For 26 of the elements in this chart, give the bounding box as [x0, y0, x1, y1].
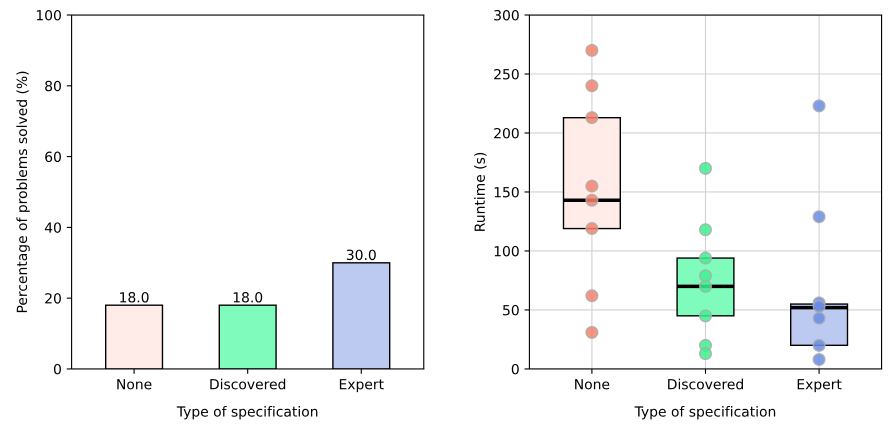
- data-label: 18.0: [234, 292, 262, 303]
- x-axis-title: Type of specification: [176, 406, 318, 420]
- y-tick-label: 300: [494, 10, 519, 20]
- y-tick-label: 0: [54, 364, 61, 374]
- x-tick-label: Expert: [798, 379, 842, 392]
- x-tick-label: None: [575, 379, 610, 390]
- y-tick-label: 60: [45, 152, 61, 162]
- x-tick-label: None: [117, 379, 152, 390]
- x-axis-title: Type of specification: [634, 406, 776, 420]
- x-tick-label: Discovered: [210, 378, 286, 390]
- y-tick-label: 100: [36, 10, 61, 20]
- y-tick-label: 100: [494, 246, 519, 256]
- y-tick-label: 50: [503, 304, 519, 316]
- y-tick-label: 200: [494, 128, 519, 138]
- y-axis-title: Runtime (s): [474, 152, 487, 231]
- y-tick-label: 0: [512, 364, 519, 374]
- data-label: 30.0: [346, 250, 376, 260]
- x-tick-label: Expert: [340, 379, 384, 392]
- x-tick-label: Discovered: [668, 378, 743, 390]
- y-tick-label: 150: [494, 186, 519, 198]
- y-tick-label: 250: [494, 68, 519, 80]
- data-label: 18.0: [120, 292, 149, 303]
- y-axis-title: Percentage of problems solved (%): [16, 72, 30, 312]
- y-tick-label: 80: [45, 80, 61, 92]
- y-tick-label: 40: [44, 222, 61, 233]
- y-tick-label: 20: [45, 293, 61, 304]
